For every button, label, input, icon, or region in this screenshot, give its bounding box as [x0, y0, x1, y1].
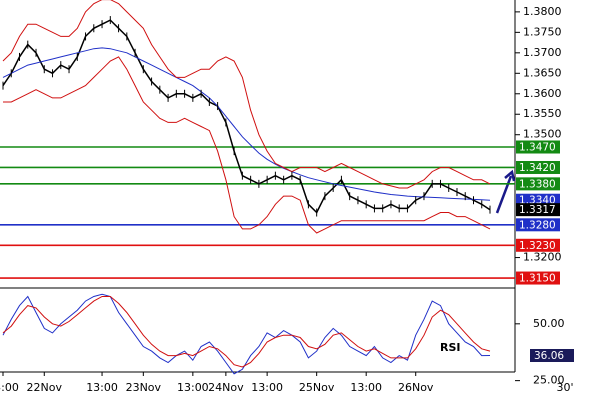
- price-tag-label: 1.3150: [519, 273, 556, 285]
- arrow: [495, 169, 516, 214]
- price-tag-label: 1.3317: [519, 204, 556, 216]
- price-tag-label: 1.3230: [519, 240, 556, 252]
- price-line: [2, 19, 491, 214]
- price-tag-label: 1.3470: [519, 142, 556, 154]
- y-tick-label: 1.3550: [523, 107, 562, 120]
- y-tick-label: 1.3750: [523, 25, 562, 38]
- y-tick-label: 1.3200: [523, 251, 562, 264]
- band-line: [2, 47, 491, 201]
- x-tick-label: 23Nov: [126, 381, 162, 394]
- x-tick-label: 26Nov: [398, 381, 434, 394]
- rsi-title: RSI: [440, 341, 461, 354]
- price-tag-label: 1.3380: [519, 178, 556, 190]
- price-tag-label: 1.3280: [519, 219, 556, 231]
- y-tick-label: 1.3700: [523, 46, 562, 59]
- rsi-tag: [530, 349, 574, 362]
- band-line: [2, 0, 491, 189]
- price-tag: [516, 271, 560, 285]
- price-tag: [516, 160, 560, 174]
- timeframe: 30': [556, 381, 573, 394]
- band-line: [3, 56, 491, 234]
- rsi-tag-label: 36.06: [534, 350, 564, 362]
- x-tick-label: 13:00: [251, 381, 283, 394]
- x-tick-label: 25Nov: [299, 381, 335, 394]
- x-tick-label: 13:00: [177, 381, 209, 394]
- price-tag: [516, 140, 560, 154]
- y-tick-label: 1.3650: [523, 66, 562, 79]
- x-tick-label: 22Nov: [27, 381, 63, 394]
- rsi-line: [2, 296, 491, 368]
- price-tag: [516, 177, 560, 191]
- y-tick-label: 1.3600: [523, 87, 562, 100]
- x-tick-label: 24Nov: [208, 381, 244, 394]
- x-tick-label: 13:00: [350, 381, 382, 394]
- rsi-tick-label: 50.00: [533, 317, 565, 330]
- x-tick-label: 13:00: [0, 381, 19, 394]
- plot-area: [0, 0, 515, 372]
- y-tick-label: 1.3500: [523, 128, 562, 141]
- price-tag: [516, 218, 560, 232]
- rsi-tick-label: 25.00: [533, 374, 565, 387]
- price-tag: [516, 238, 560, 252]
- price-tag: [516, 203, 560, 217]
- y-tick-label: 1.3800: [523, 5, 562, 18]
- x-tick-label: 13:00: [86, 381, 118, 394]
- price-tag-label: 1.3420: [519, 162, 556, 174]
